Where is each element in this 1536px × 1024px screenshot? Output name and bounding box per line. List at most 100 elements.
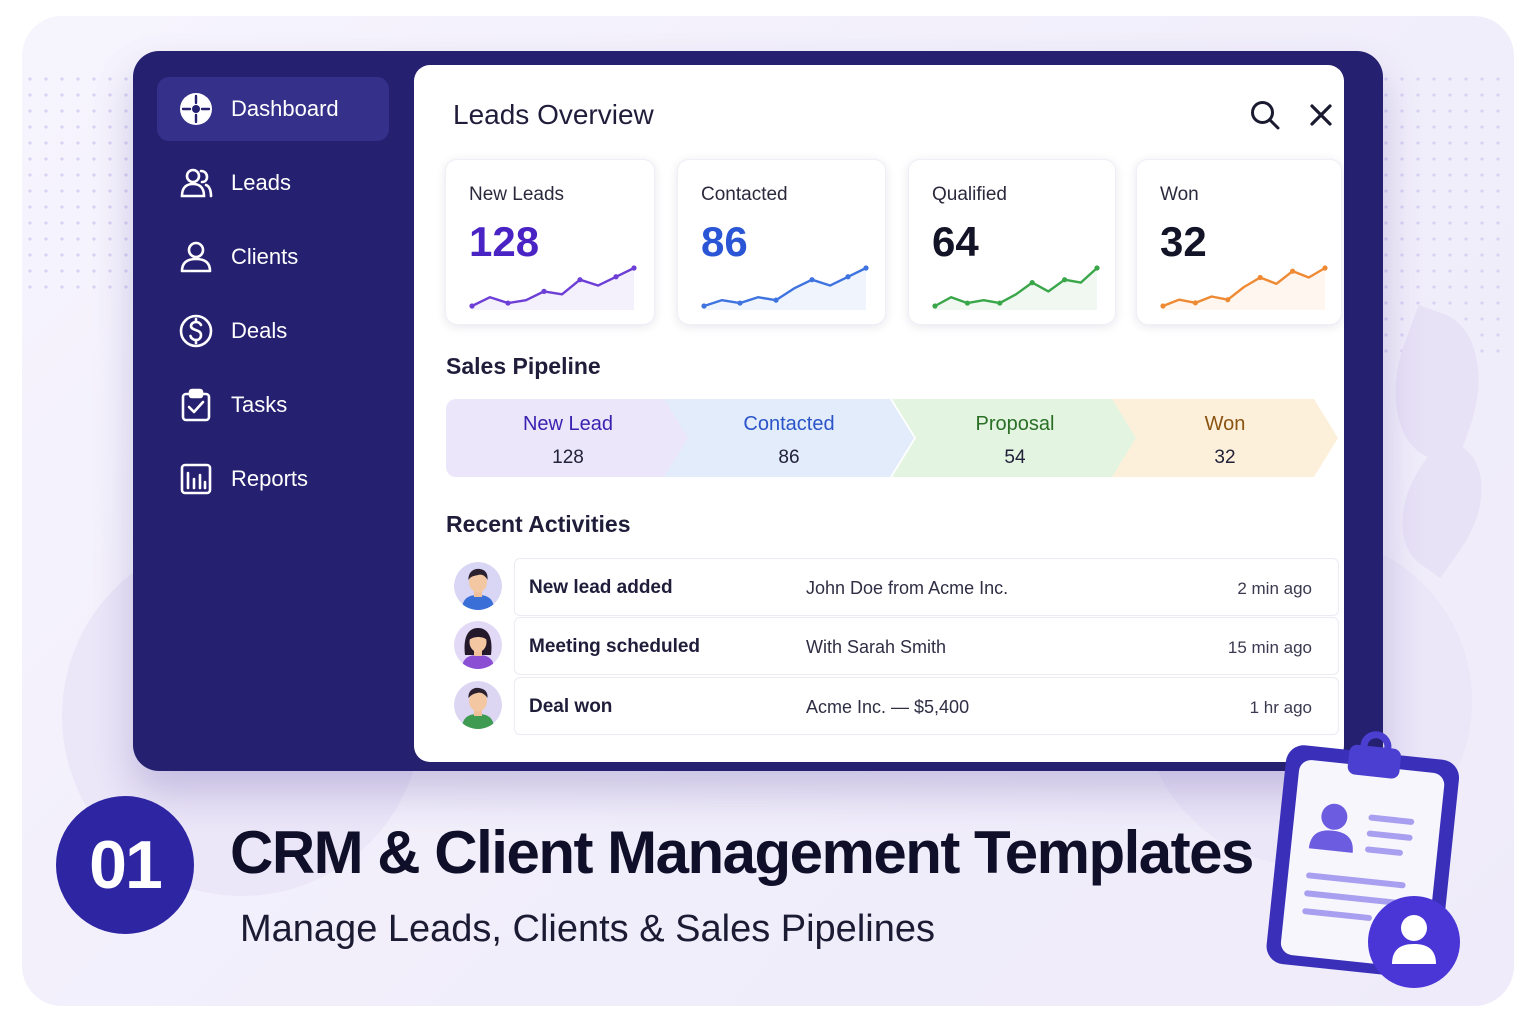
sidebar-item-label: Tasks: [231, 392, 288, 417]
sparkline: [1160, 265, 1328, 310]
close-icon: [1310, 104, 1332, 126]
pipeline-stage-won[interactable]: Won 32: [1112, 399, 1338, 477]
sparkline-point: [964, 300, 970, 306]
subheadline: Manage Leads, Clients & Sales Pipelines: [240, 908, 935, 950]
users-icon: [179, 166, 213, 200]
stat-card-contacted[interactable]: Contacted 86: [677, 159, 886, 325]
close-button[interactable]: [1301, 95, 1341, 135]
stat-label: Qualified: [932, 184, 1007, 205]
section-title-activities: Recent Activities: [446, 511, 631, 537]
dollar-icon: [179, 314, 213, 348]
clipboard-check-icon: [179, 388, 213, 422]
number-badge: 01: [56, 796, 194, 934]
activity-time: 2 min ago: [1237, 579, 1312, 598]
sidebar-item-label: Clients: [231, 244, 299, 269]
sparkline-point: [631, 265, 637, 271]
activity-time: 15 min ago: [1227, 638, 1312, 657]
user-icon: [179, 240, 213, 274]
stat-card-qualified[interactable]: Qualified 64: [908, 159, 1116, 325]
sparkline-line: [703, 266, 867, 308]
sparkline: [469, 265, 637, 310]
section-title-pipeline: Sales Pipeline: [446, 353, 601, 379]
stage-count: 54: [1004, 447, 1026, 468]
man-avatar: [454, 562, 502, 610]
sparkline-area: [472, 268, 634, 310]
sparkline-point: [613, 274, 619, 280]
sparkline-point: [701, 303, 707, 309]
sparkline-point: [997, 300, 1003, 306]
stage-name: Contacted: [743, 413, 835, 435]
sidebar-item-label: Deals: [231, 318, 288, 343]
sparkline-point: [932, 303, 938, 309]
page-title: Leads Overview: [453, 99, 654, 130]
stage-count: 128: [552, 447, 584, 468]
stage-count: 32: [1214, 447, 1236, 468]
report-chart-icon: [179, 462, 213, 496]
man-avatar-green: [454, 681, 502, 729]
stage-count: 86: [778, 447, 800, 468]
headline: CRM & Client Management Templates: [230, 819, 1254, 886]
sidebar-item-label: Reports: [231, 466, 309, 491]
pipeline-stage-proposal[interactable]: Proposal 54: [892, 399, 1138, 477]
sparkline-point: [1160, 303, 1166, 309]
sidebar-item-deals[interactable]: Deals: [157, 299, 389, 363]
stat-label: Contacted: [701, 184, 788, 205]
sidebar-item-reports[interactable]: Reports: [157, 447, 389, 511]
dashboard-icon: [179, 92, 213, 126]
activity-title: New lead added: [529, 577, 673, 598]
sparkline-point: [809, 277, 815, 283]
main-panel: Leads Overview New Leads 128 Contacted 8…: [414, 65, 1344, 762]
sidebar-item-dashboard[interactable]: Dashboard: [157, 77, 389, 141]
sidebar: Dashboard Leads Clients Deals Tasks: [157, 77, 389, 521]
stat-card-new-leads[interactable]: New Leads 128: [445, 159, 655, 325]
sparkline-point: [1322, 265, 1328, 271]
sparkline-point: [1257, 274, 1263, 281]
stat-value: 128: [469, 218, 540, 265]
sidebar-item-label: Leads: [231, 170, 291, 195]
sidebar-item-clients[interactable]: Clients: [157, 225, 389, 289]
sparkline-line: [934, 267, 1098, 308]
activity-detail: Acme Inc. — $5,400: [806, 697, 970, 717]
sparkline-point: [773, 297, 779, 303]
activity-row[interactable]: New lead added John Doe from Acme Inc. 2…: [514, 558, 1339, 616]
sparkline-point: [863, 265, 869, 271]
activity-row[interactable]: Deal won Acme Inc. — $5,400 1 hr ago: [514, 677, 1339, 735]
stat-value: 32: [1160, 218, 1207, 265]
sparkline-point: [1192, 300, 1198, 306]
pipeline-stage-new-lead[interactable]: New Lead 128: [446, 399, 690, 477]
stage-name: Proposal: [975, 413, 1055, 435]
sidebar-item-leads[interactable]: Leads: [157, 151, 389, 215]
stage-name: New Lead: [522, 413, 614, 435]
activity-title: Meeting scheduled: [529, 636, 701, 657]
sparkline-point: [577, 277, 583, 283]
stage-name: Won: [1204, 413, 1246, 435]
leaf-decoration: [1374, 433, 1510, 579]
sparkline-line: [471, 266, 635, 308]
stat-value: 64: [932, 218, 979, 265]
stat-value: 86: [701, 218, 748, 265]
sidebar-item-tasks[interactable]: Tasks: [157, 373, 389, 437]
sparkline-point: [505, 300, 511, 306]
search-icon: [1251, 101, 1280, 130]
activity-title: Deal won: [529, 696, 613, 717]
sparkline: [701, 265, 869, 310]
sparkline-area: [935, 268, 1097, 310]
search-button[interactable]: [1245, 95, 1285, 135]
sparkline-area: [704, 268, 866, 310]
sparkline: [932, 265, 1100, 310]
activity-detail: John Doe from Acme Inc.: [806, 578, 1009, 598]
sparkline-point: [469, 303, 475, 309]
woman-avatar: [454, 621, 502, 669]
sparkline-point: [1094, 265, 1100, 271]
sparkline-point: [1029, 280, 1035, 286]
clipboard-profile-icon: [1266, 731, 1460, 988]
sparkline-point: [1290, 268, 1296, 274]
sparkline-point: [541, 288, 547, 294]
activity-row[interactable]: Meeting scheduled With Sarah Smith 15 mi…: [514, 617, 1339, 675]
sparkline-point: [845, 274, 851, 280]
stat-card-won[interactable]: Won 32: [1136, 159, 1342, 325]
activity-time: 1 hr ago: [1249, 698, 1312, 717]
pipeline-stage-contacted[interactable]: Contacted 86: [664, 399, 914, 477]
crm-app-window: Dashboard Leads Clients Deals Tasks: [133, 51, 1383, 771]
sparkline-line: [1162, 266, 1326, 308]
